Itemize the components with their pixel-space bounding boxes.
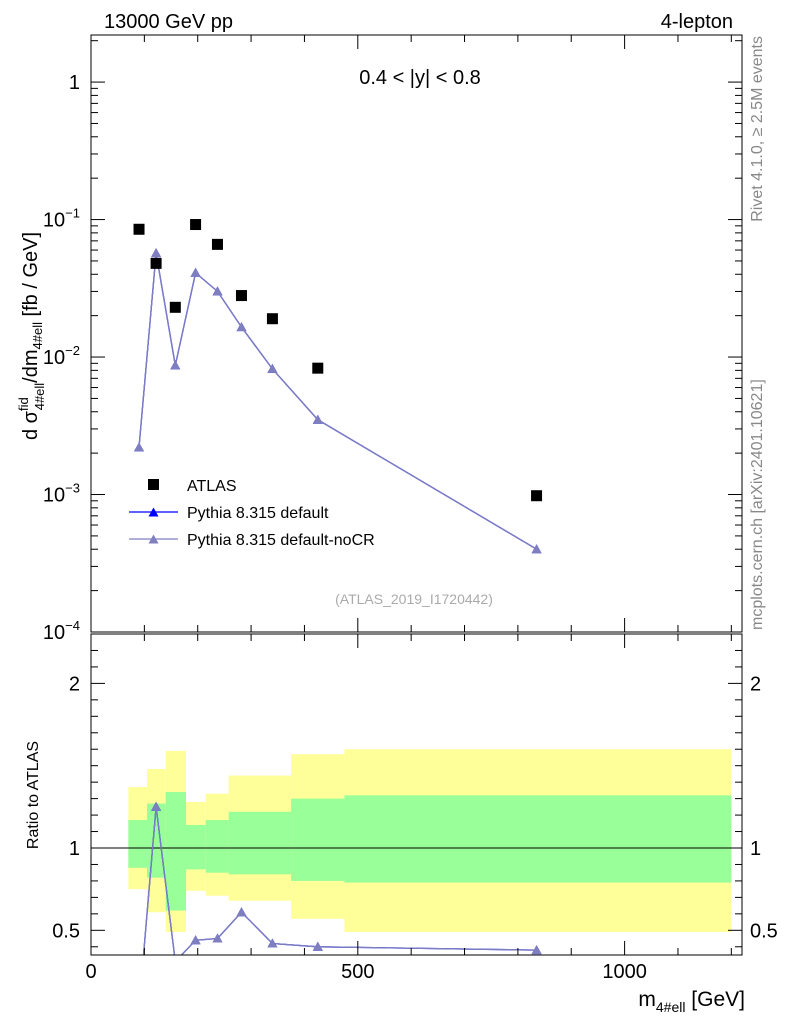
header-right-label: 4-lepton [661,11,733,33]
x-tick-label: 1000 [602,961,647,983]
main-y-tick-label: 10−1 [43,206,80,232]
ylabel-part-unit: [fb / GeV] [20,232,42,322]
atlas-data-point [235,290,247,302]
ratio-pythia-default-marker [134,1003,144,1012]
main-pythia-nocr-marker [267,363,278,373]
rivet-version-label: Rivet 4.1.0, ≥ 2.5M events [749,36,766,222]
ratio-band-inner [185,824,206,870]
main-y-tick-label: 10−4 [43,618,80,644]
main-y-tick-label-base: 10 [43,622,65,644]
ratio-plot-frame [90,633,743,956]
ratio-pythia-nocr-marker [134,1003,144,1012]
main-pythia-nocr-marker [190,267,201,277]
main-pythia-nocr-marker [170,360,181,370]
ratio-band-inner [205,820,229,873]
atlas-data-point [531,490,543,502]
ratio-band-inner [165,792,186,911]
legend-atlas-marker [148,479,159,490]
legend: ATLAS Pythia 8.315 default Pythia 8.315 … [129,478,375,549]
main-plot-frame [90,34,743,633]
x-tick-label: 500 [341,961,374,983]
ratio-pythia-nocr-marker [190,935,201,945]
ratio-pythia-nocr-marker [312,941,323,951]
main-y-tick-label: 10−2 [43,343,80,369]
ratio-pythia-default-marker [170,957,180,966]
legend-nocr-label: Pythia 8.315 default-noCR [187,532,375,549]
atlas-data-point [190,219,202,231]
ratio-y-axis-label: Ratio to ATLAS [25,741,42,849]
main-pythia-nocr-marker [151,248,162,258]
legend-default-marker [148,507,159,517]
ratio-band-inner [128,820,148,868]
atlas-data-point [169,301,181,313]
xlabel-sub: 4#ell [656,999,686,1015]
main-pythia-nocr-marker [531,544,542,554]
main-y-tick-label-exp: −4 [65,618,80,633]
legend-atlas-label: ATLAS [187,478,237,495]
atlas-data-point [266,313,278,325]
ratio-pythia-nocr-marker [236,907,247,917]
svg-text:d σfid4#ell/dm4#ell [fb / GeV]: d σfid4#ell/dm4#ell [fb / GeV] [16,232,47,440]
legend-nocr-marker [148,534,159,544]
main-plot-title: 0.4 < |y| < 0.8 [359,67,481,89]
main-y-tick-label-base: 1 [69,72,80,94]
ratio-pythia-nocr-marker [531,945,542,955]
xlabel-base: m [638,988,656,1011]
x-axis-label: m4#ell [GeV] [638,988,745,1015]
ratio-pythia-nocr-marker [151,801,162,811]
analysis-watermark: (ATLAS_2019_I1720442) [335,591,493,607]
main-pythia-nocr-marker [212,286,223,296]
main-y-axis-label: d σfid4#ell/dm4#ell [fb / GeV] [16,232,47,440]
mcplots-label: mcplots.cern.ch [arXiv:2401.10621] [749,379,766,630]
ylabel-part-dm: /dm [20,349,42,382]
main-y-tick-label: 1 [69,72,80,94]
atlas-data-point [133,223,145,235]
ratio-panel: 0.5 0.5 1 1 2 2 0 500 1000 Ratio to ATLAS m4#ell… [25,633,778,1015]
legend-default-label: Pythia 8.315 default [187,505,329,522]
atlas-data-point [312,362,324,374]
main-y-tick-label-base: 10 [43,485,65,507]
ratio-y-tick-label-left: 0.5 [52,920,80,942]
main-y-tick-label: 10−3 [43,481,80,507]
ylabel-part-sigma: d σ [20,410,42,440]
ratio-y-tick-label-left: 1 [69,838,80,860]
ylabel-part-fid: fid [16,397,31,411]
ratio-pythia-nocr-marker [267,938,278,948]
ratio-band-inner [228,811,292,875]
main-pythia-nocr-marker [134,442,144,452]
atlas-data-point [150,257,162,269]
main-y-tick-label-exp: −3 [65,481,80,496]
xlabel-unit: [GeV] [685,988,745,1011]
ylabel-part-sub1: 4#ell [32,383,47,411]
ratio-band-inner [344,795,732,883]
ratio-y-tick-label-right: 0.5 [750,920,778,942]
main-pythia-nocr-marker [312,414,323,424]
main-panel: 110−110−210−310−4 0.4 < |y| < 0.8 (ATLAS… [16,34,743,644]
main-y-tick-label-base: 10 [43,210,65,232]
main-pythia-nocr-marker [236,322,247,332]
atlas-data-point [211,238,223,250]
ratio-pythia-nocr-marker [212,933,223,943]
x-tick-label: 0 [85,961,96,983]
ratio-pythia-nocr-marker [170,957,180,966]
main-y-tick-label-exp: −2 [65,343,80,358]
ratio-y-tick-label-right: 2 [750,673,761,695]
main-y-tick-label-base: 10 [43,347,65,369]
header-left-label: 13000 GeV pp [104,11,233,33]
ratio-y-tick-label-right: 1 [750,838,761,860]
ylabel-part-sub2: 4#ell [30,322,45,350]
ratio-y-tick-label-left: 2 [69,673,80,695]
main-y-tick-label-exp: −1 [65,206,80,221]
ratio-band-inner [291,798,345,881]
